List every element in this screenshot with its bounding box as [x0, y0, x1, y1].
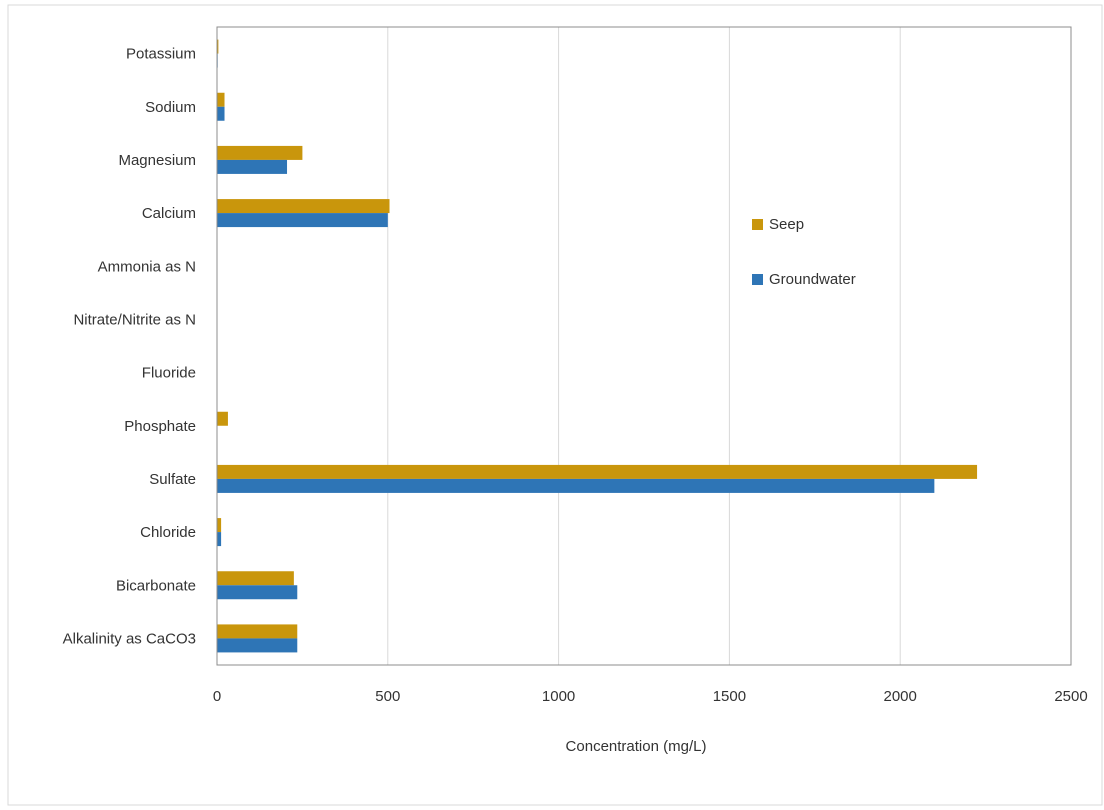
bar-seep-9	[217, 518, 222, 533]
bar-seep-11	[217, 624, 298, 639]
category-label: Sodium	[145, 99, 196, 116]
bar-seep-2	[217, 145, 303, 160]
category-label: Phosphate	[124, 418, 196, 435]
x-tick-label: 2500	[1054, 688, 1087, 705]
bar-groundwater-9	[217, 532, 222, 547]
gridlines	[387, 27, 901, 665]
category-label: Alkalinity as CaCO3	[63, 630, 196, 647]
category-label: Bicarbonate	[116, 577, 196, 594]
x-tick-label: 500	[375, 688, 400, 705]
bar-seep-1	[217, 92, 225, 107]
x-tick-label: 2000	[884, 688, 917, 705]
category-label: Nitrate/Nitrite as N	[73, 311, 196, 328]
category-label: Chloride	[140, 524, 196, 541]
bar-groundwater-11	[217, 638, 298, 653]
category-label: Sulfate	[149, 471, 196, 488]
x-axis-title: Concentration (mg/L)	[566, 738, 707, 755]
chart-outer-border	[7, 4, 1103, 806]
category-label: Calcium	[142, 205, 196, 222]
legend-label-groundwater: Groundwater	[769, 271, 856, 288]
bar-groundwater-2	[217, 159, 288, 174]
x-tick-label: 1500	[713, 688, 746, 705]
category-label: Ammonia as N	[98, 258, 196, 275]
bar-seep-0	[217, 39, 219, 54]
category-label: Potassium	[126, 46, 196, 63]
category-label: Fluoride	[142, 365, 196, 382]
bar-seep-7	[217, 411, 228, 426]
x-tick-label: 0	[213, 688, 221, 705]
bars	[217, 39, 978, 653]
bar-groundwater-8	[217, 478, 935, 493]
bar-groundwater-1	[217, 106, 225, 121]
legend-swatch-groundwater	[752, 274, 763, 285]
bar-seep-3	[217, 199, 390, 214]
bar-groundwater-3	[217, 213, 388, 228]
bar-groundwater-10	[217, 585, 298, 600]
bar-seep-10	[217, 571, 294, 586]
legend-swatch-seep	[752, 219, 763, 230]
legend-label-seep: Seep	[769, 216, 804, 233]
plot-area-border	[216, 26, 1072, 666]
category-labels: Potassium Sodium Magnesium Calcium Ammonia a…	[63, 46, 196, 648]
legend: Seep Groundwater	[752, 216, 856, 288]
x-tick-labels: 0 500 1000 1500 2000 2500	[213, 688, 1088, 705]
bar-seep-8	[217, 464, 978, 479]
x-tick-label: 1000	[542, 688, 575, 705]
category-label: Magnesium	[118, 152, 196, 169]
